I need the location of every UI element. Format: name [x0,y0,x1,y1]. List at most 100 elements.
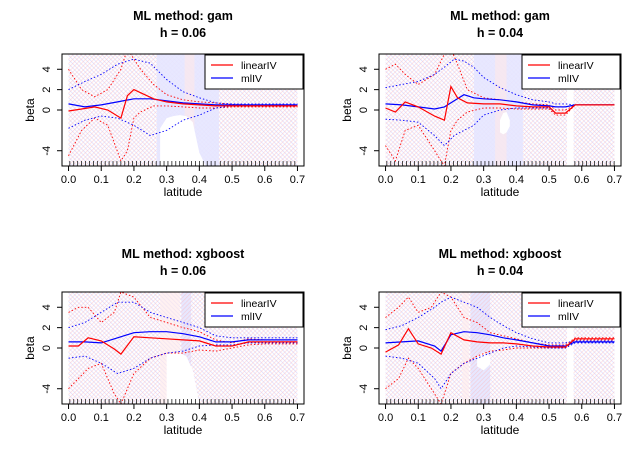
legend-box [521,292,621,328]
lineariv-band-shading [68,292,161,404]
x-tick-label: 0.4 [509,412,524,424]
y-tick-label: 4 [41,66,53,72]
y-tick-label: -4 [41,384,53,394]
rug-marks [386,161,615,166]
legend-box [204,292,304,328]
x-tick-label: 0.3 [476,174,491,186]
lineariv-line [68,88,298,120]
x-tick-label: 0.1 [94,412,109,424]
x-tick-label: 0.7 [290,174,305,186]
x-tick-label: 0.7 [290,412,305,424]
x-axis-title: latitude [481,185,520,199]
y-tick-label: -4 [41,146,53,156]
lineariv-upper-bound [385,292,615,346]
uncovered-region [160,115,206,166]
chart-title: ML method: xgboost [122,247,246,261]
x-tick-label: 0.3 [159,174,174,186]
lineariv-band-gap [495,54,507,166]
x-tick-label: 0.1 [411,412,426,424]
lineariv-band-gap [184,54,195,166]
mliv-upper-bound [68,301,298,339]
lineariv-line [385,84,615,122]
legend-box [521,54,621,90]
x-tick-label: 0.4 [192,412,207,424]
legend-label-lineariv: linearIV [558,298,594,310]
y-tick-label: 2 [358,325,370,331]
x-tick-label: 0.3 [159,412,174,424]
y-tick-label: 4 [358,66,370,72]
chart-panel-3: 0.0 0.1 0.2 0.3 0.4 0.5 0.6 0.7 -4 0 2 4 latitude bet… [23,247,305,437]
y-tick-label: 2 [358,87,370,93]
legend-box [204,54,304,90]
x-tick-label: 0.0 [61,412,76,424]
x-tick-label: 0.7 [607,412,622,424]
y-tick-label: -4 [358,384,370,394]
y-tick-label: 0 [358,345,370,351]
y-tick-label: 4 [41,304,53,310]
uncovered-region [166,353,200,404]
legend-label-mliv: mlIV [241,311,262,323]
x-tick-label: 0.4 [509,174,524,186]
y-axis-title: beta [23,336,37,360]
lineariv-lower-bound [68,105,298,162]
mliv-line [68,98,298,108]
x-tick-label: 0.1 [411,174,426,186]
x-axis-title: latitude [164,185,203,199]
chart-panel-2: 0.0 0.1 0.2 0.3 0.4 0.5 0.6 0.7 -4 0 2 4 latitude bet… [340,9,622,199]
x-tick-label: 0.2 [126,174,141,186]
x-tick-label: 0.4 [192,174,207,186]
legend-label-mliv: mlIV [558,73,579,85]
x-tick-label: 0.2 [443,174,458,186]
x-tick-label: 0.0 [378,412,393,424]
chart-title: ML method: gam [450,9,550,23]
chart-panel-1: 0.0 0.1 0.2 0.3 0.4 0.5 0.6 0.7 -4 0 2 4 latitude bet… [23,9,305,199]
y-tick-label: 2 [41,325,53,331]
lineariv-band-shading [385,292,463,404]
x-tick-label: 0.6 [257,412,272,424]
lineariv-band-gap [462,292,469,404]
lineariv-lower-bound [385,339,615,404]
chart-subtitle: h = 0.04 [477,264,523,278]
y-tick-label: 0 [41,345,53,351]
chart-title: ML method: gam [133,9,233,23]
chart-subtitle: h = 0.06 [160,264,206,278]
mliv-upper-bound [68,58,298,105]
x-tick-label: 0.7 [607,174,622,186]
x-tick-label: 0.2 [443,412,458,424]
x-tick-label: 0.5 [224,174,239,186]
chart-subtitle: h = 0.04 [477,26,523,40]
x-tick-label: 0.6 [574,412,589,424]
x-tick-label: 0.0 [378,174,393,186]
chart-panel-4: 0.0 0.1 0.2 0.3 0.4 0.5 0.6 0.7 -4 0 2 4 latitude bet… [340,247,622,437]
chart-subtitle: h = 0.06 [160,26,206,40]
y-tick-label: 2 [41,87,53,93]
x-tick-label: 0.3 [476,412,491,424]
y-axis-title: beta [340,336,354,360]
rug-marks [69,161,296,166]
x-tick-label: 0.0 [61,174,76,186]
y-tick-label: 0 [358,107,370,113]
mliv-lower-bound [385,104,615,147]
lineariv-band-shading [470,292,491,404]
x-tick-label: 0.5 [541,412,556,424]
y-tick-label: 4 [358,304,370,310]
uncovered-region [500,112,510,135]
x-tick-label: 0.5 [541,174,556,186]
x-tick-label: 0.5 [224,412,239,424]
plot-area [385,292,615,404]
y-axis-title: beta [23,98,37,122]
x-tick-label: 0.1 [94,174,109,186]
rug-marks [69,399,294,404]
x-axis-title: latitude [164,423,203,437]
rug-marks [386,399,615,404]
lineariv-line [68,336,298,355]
y-tick-label: 0 [41,107,53,113]
lineariv-line [385,327,615,355]
mliv-line [385,331,615,352]
mliv-upper-bound [385,296,615,344]
mliv-lower-bound [385,342,615,390]
